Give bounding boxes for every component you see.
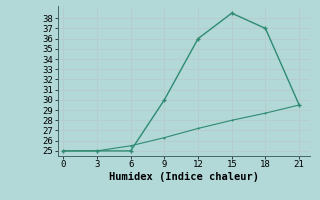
X-axis label: Humidex (Indice chaleur): Humidex (Indice chaleur) — [109, 172, 259, 182]
